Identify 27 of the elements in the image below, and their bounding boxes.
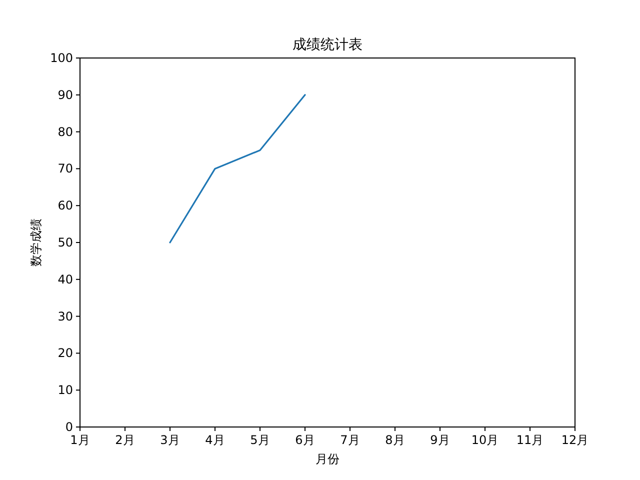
chart-title: 成绩统计表	[292, 37, 362, 53]
x-tick-label: 2月	[115, 433, 135, 447]
x-tick-label: 8月	[385, 433, 405, 447]
y-tick-label: 30	[58, 309, 73, 324]
x-tick-label: 7月	[340, 433, 360, 447]
y-tick-label: 0	[65, 420, 73, 434]
y-tick-label: 80	[58, 124, 73, 139]
x-tick-label: 11月	[516, 433, 544, 447]
y-tick-label: 100	[50, 51, 73, 65]
x-tick-label: 6月	[295, 433, 315, 447]
x-tick-label: 12月	[561, 433, 589, 447]
y-tick-label: 20	[58, 346, 73, 360]
y-tick-label: 60	[58, 198, 73, 213]
x-axis-title: 月份	[316, 452, 340, 466]
x-tick-label: 5月	[250, 433, 270, 447]
x-tick-label: 3月	[160, 433, 180, 447]
x-tick-label: 10月	[471, 433, 499, 447]
x-tick-label: 9月	[430, 433, 450, 447]
line-series	[169, 94, 306, 244]
y-axis-title: 数学成绩	[29, 218, 43, 266]
y-tick-label: 40	[58, 272, 73, 286]
y-tick-label: 90	[58, 88, 73, 102]
x-tick-label: 4月	[205, 433, 225, 447]
x-tick-label: 1月	[70, 433, 90, 447]
y-tick-label: 10	[58, 383, 73, 398]
y-tick-label: 70	[58, 162, 73, 176]
y-tick-label: 50	[58, 236, 73, 250]
